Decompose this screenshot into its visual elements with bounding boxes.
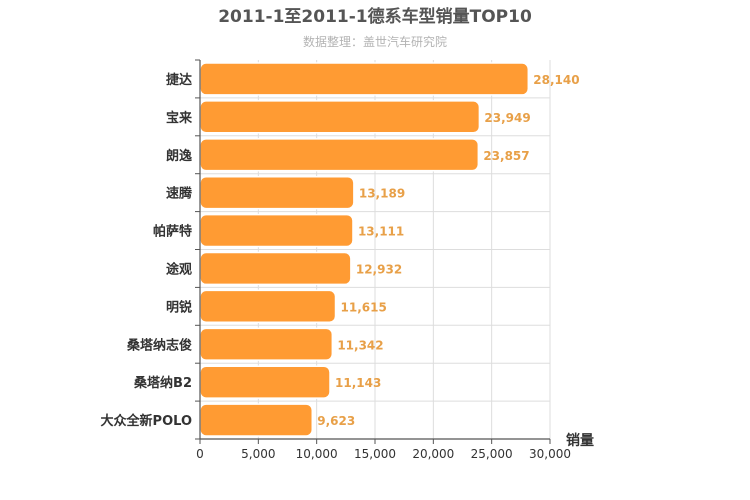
data-label: 12,932 <box>356 262 402 276</box>
category-label: 速腾 <box>166 186 193 202</box>
x-tick-label: 30,000 <box>529 447 571 461</box>
x-tick-label: 5,000 <box>241 447 275 461</box>
category-label: 宝来 <box>166 110 193 126</box>
category-label: 途观 <box>166 261 192 277</box>
category-label: 捷达 <box>166 72 192 88</box>
bar <box>199 175 355 210</box>
bar <box>199 251 352 286</box>
category-label: 桑塔纳志俊 <box>126 337 192 353</box>
data-label: 23,949 <box>484 111 530 125</box>
grid-lines <box>200 60 551 439</box>
x-tick-label: 20,000 <box>412 447 454 461</box>
bar <box>199 100 481 134</box>
category-label: 大众全新POLO <box>101 413 192 429</box>
chart-subtitle: 数据整理：盖世汽车研究院 <box>303 34 447 49</box>
x-axis-title: 销量 <box>566 432 594 449</box>
bar <box>199 365 331 399</box>
axes <box>195 59 551 444</box>
category-label: 帕萨特 <box>153 224 192 240</box>
category-label: 桑塔纳B2 <box>133 375 192 391</box>
data-label: 13,189 <box>359 187 405 201</box>
x-tick-label: 25,000 <box>471 447 513 461</box>
x-tick-label: 0 <box>196 447 204 461</box>
bar <box>199 138 480 172</box>
x-tick-label: 15,000 <box>354 447 396 461</box>
bar <box>199 289 337 324</box>
data-label: 23,857 <box>483 149 529 163</box>
data-label: 11,342 <box>337 338 383 352</box>
category-label: 明锐 <box>166 299 192 315</box>
data-label: 13,111 <box>358 225 404 239</box>
bar <box>199 403 314 437</box>
bar <box>199 62 530 96</box>
chart-title: 2011-1至2011-1德系车型销量TOP10 <box>218 6 532 27</box>
x-tick-label: 10,000 <box>296 447 338 461</box>
data-label: 11,143 <box>335 376 381 390</box>
bar <box>199 327 334 361</box>
category-label: 朗逸 <box>166 148 192 164</box>
data-label: 11,615 <box>341 300 387 314</box>
bar <box>199 213 354 248</box>
labels: 捷达 28,140 宝来 23,949 朗逸 23,857 速腾 13,189 帕萨特 13,11… <box>101 72 580 461</box>
data-label: 28,140 <box>533 73 579 87</box>
data-label: 9,623 <box>317 414 355 428</box>
